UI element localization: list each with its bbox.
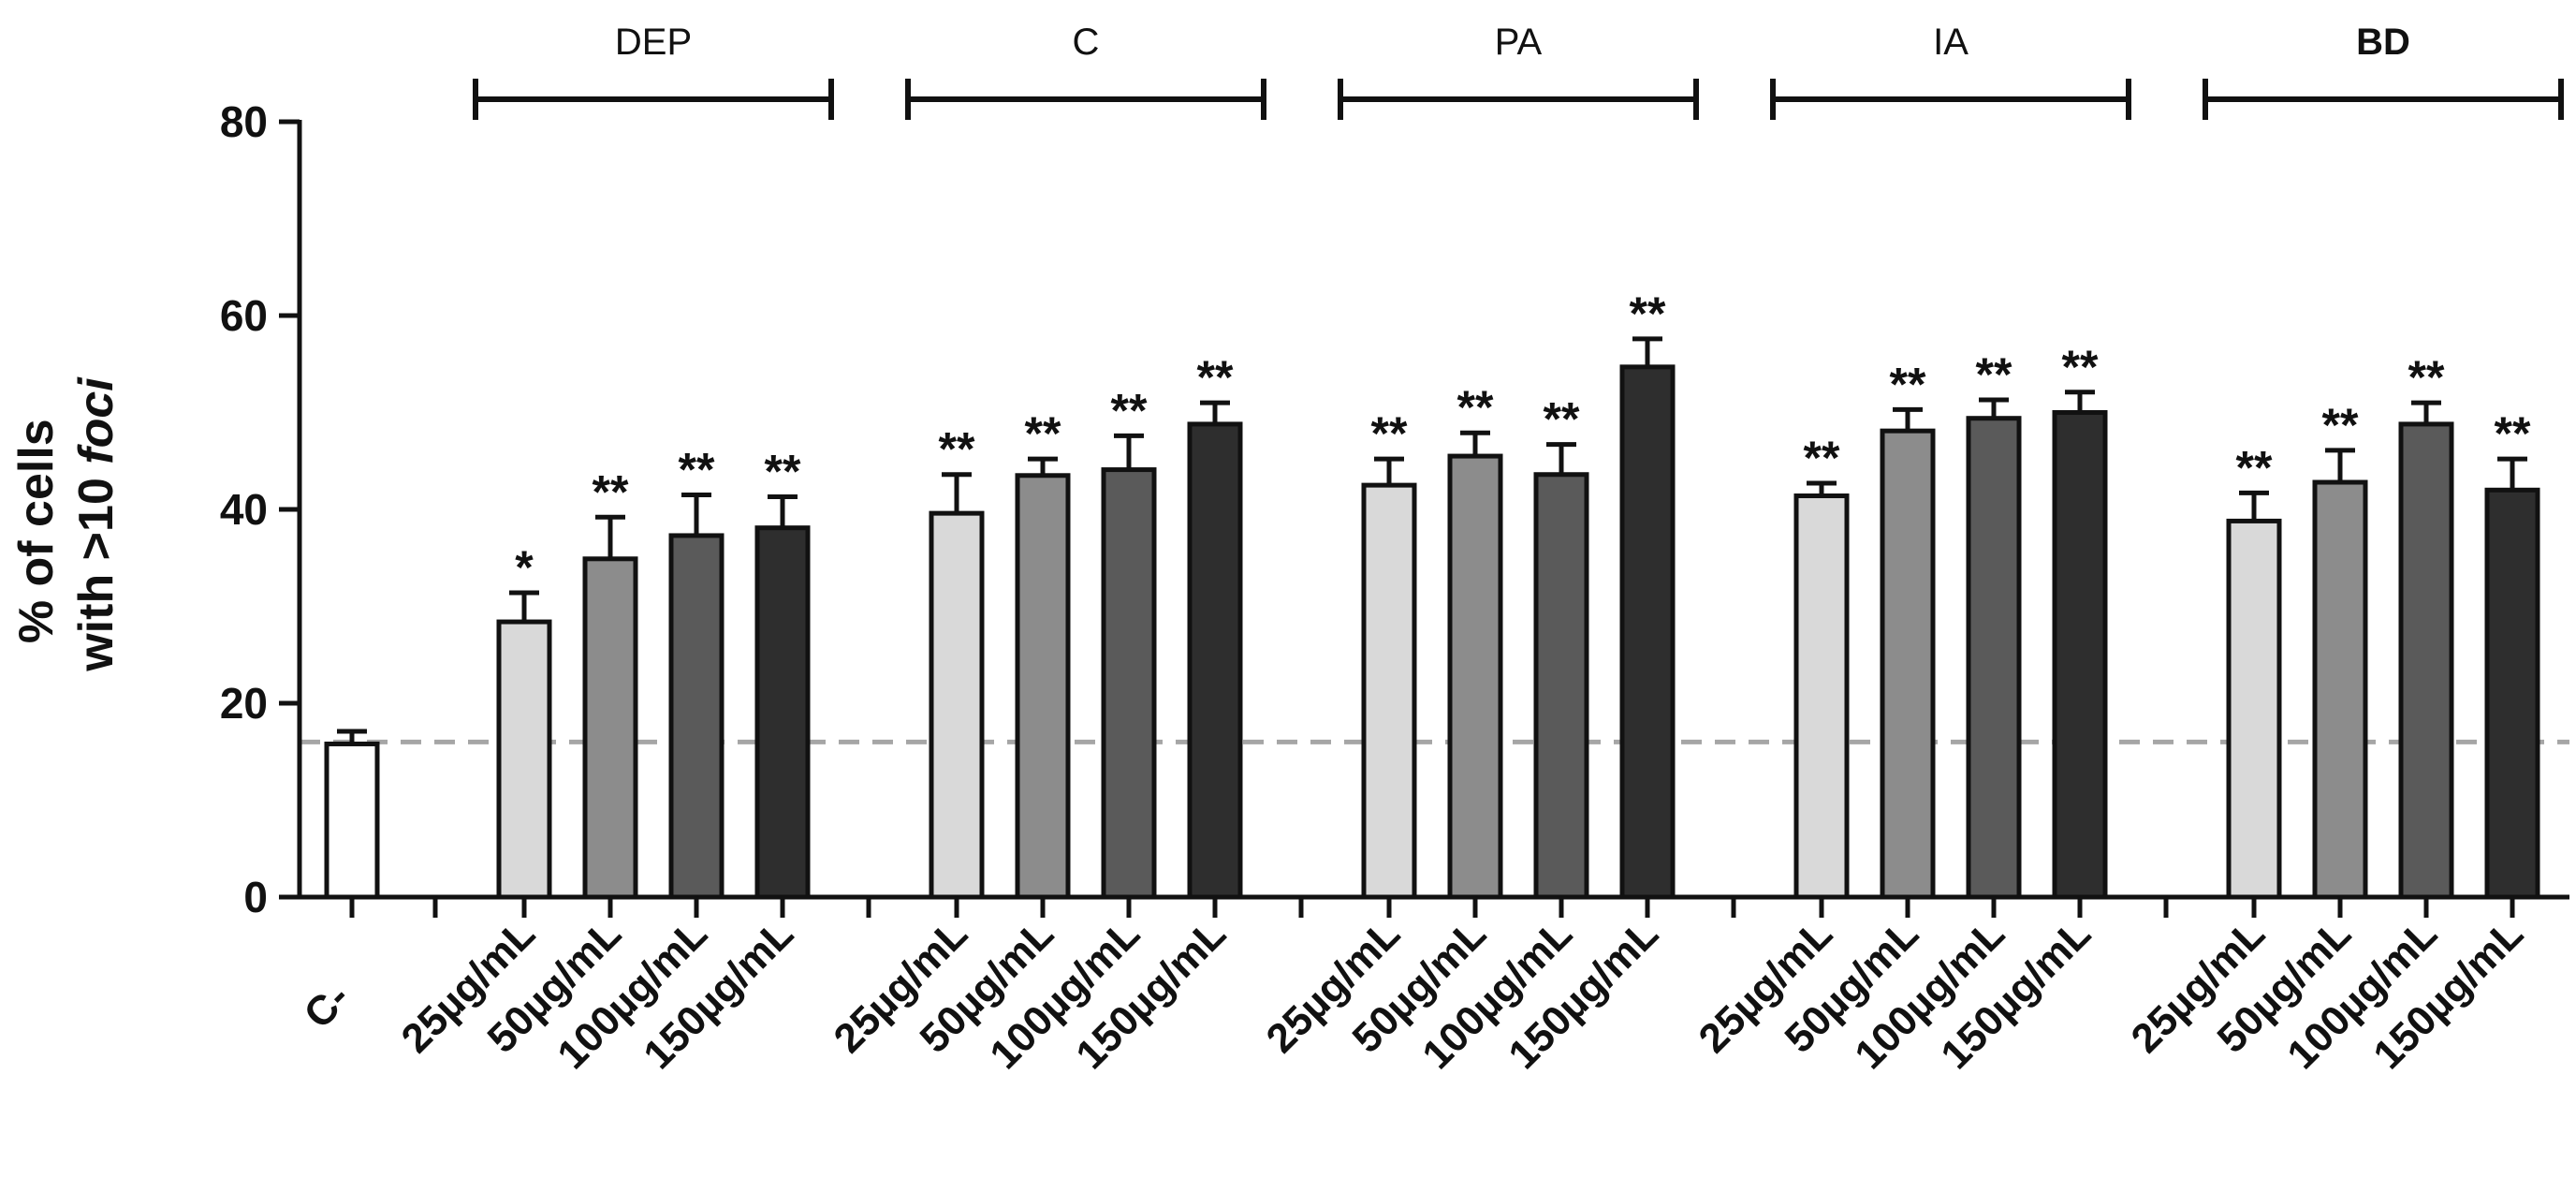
- bd-group-label: BD: [2356, 22, 2410, 63]
- control-bar: [324, 741, 380, 900]
- pa-dose-1-significance: **: [1371, 407, 1408, 460]
- bd-dose-1-bar: [2226, 518, 2282, 900]
- y-tick-label: 80: [220, 97, 268, 146]
- bd-dose-4-bar: [2484, 487, 2540, 900]
- c-dose-2-bar: [1015, 473, 1071, 900]
- dep-dose-4-bar: [754, 525, 811, 900]
- ia-dose-4-bar: [2052, 410, 2108, 900]
- bd-dose-1-significance: **: [2236, 441, 2273, 493]
- dep-dose-1-significance: *: [515, 541, 534, 594]
- ia-dose-3-bar: [1966, 416, 2022, 900]
- pa-dose-1-bar: [1361, 482, 1417, 900]
- dep-dose-3-significance: **: [679, 443, 715, 495]
- c-dose-1-significance: **: [939, 423, 975, 476]
- y-tick-label: 20: [220, 679, 268, 728]
- ia-dose-3-significance: **: [1976, 348, 2012, 401]
- bd-dose-3-significance: **: [2408, 351, 2445, 404]
- ia-dose-4-significance: **: [2062, 341, 2099, 393]
- bars-layer: [324, 336, 2540, 900]
- bd-dose-4-significance: **: [2495, 407, 2531, 460]
- pa-dose-4-significance: **: [1630, 287, 1666, 340]
- y-axis-label-line2: with >10: [69, 464, 124, 672]
- c-dose-1-bar: [929, 510, 985, 900]
- y-axis-label-line1: % of cells: [9, 419, 64, 643]
- bd-dose-2-significance: **: [2322, 399, 2359, 451]
- ia-dose-2-bar: [1880, 428, 1936, 900]
- pa-dose-3-bar: [1533, 472, 1589, 900]
- bd-dose-3-bar: [2398, 421, 2454, 900]
- c-dose-4-bar: [1187, 421, 1243, 900]
- c-group-label: C: [1073, 22, 1100, 63]
- c-dose-2-significance: **: [1025, 407, 1061, 460]
- dep-dose-3-bar: [668, 533, 724, 900]
- pa-dose-2-bar: [1447, 453, 1503, 900]
- dep-dose-2-significance: **: [593, 465, 629, 518]
- ia-group-label: IA: [1933, 22, 1969, 63]
- c-dose-3-significance: **: [1111, 384, 1148, 436]
- pa-dose-3-significance: **: [1544, 393, 1580, 446]
- c-dose-4-significance: **: [1197, 351, 1234, 404]
- ia-dose-1-significance: **: [1804, 432, 1840, 484]
- dep-group-label: DEP: [615, 22, 692, 63]
- labels-layer: C-*25µg/mL**50µg/mL**100µg/mL**150µg/mLD…: [296, 22, 2564, 1078]
- dep-dose-4-significance: **: [765, 446, 801, 498]
- dep-dose-1-bar: [496, 619, 552, 900]
- y-axis-label: % of cells with >10 foci: [9, 376, 124, 672]
- bd-dose-2-bar: [2312, 479, 2368, 900]
- dep-dose-2-bar: [582, 556, 638, 900]
- pa-dose-4-bar: [1619, 364, 1676, 900]
- pa-group-label: PA: [1495, 22, 1543, 63]
- y-tick-label: 0: [243, 873, 268, 921]
- control-label: C-: [296, 974, 359, 1037]
- y-tick-label: 40: [220, 485, 268, 534]
- c-dose-3-bar: [1101, 467, 1157, 900]
- pa-dose-2-significance: **: [1457, 381, 1494, 434]
- ia-dose-2-significance: **: [1890, 358, 1926, 410]
- ia-dose-1-bar: [1793, 493, 1850, 900]
- y-axis-label-italic: foci: [69, 376, 124, 464]
- y-tick-label: 60: [220, 291, 268, 340]
